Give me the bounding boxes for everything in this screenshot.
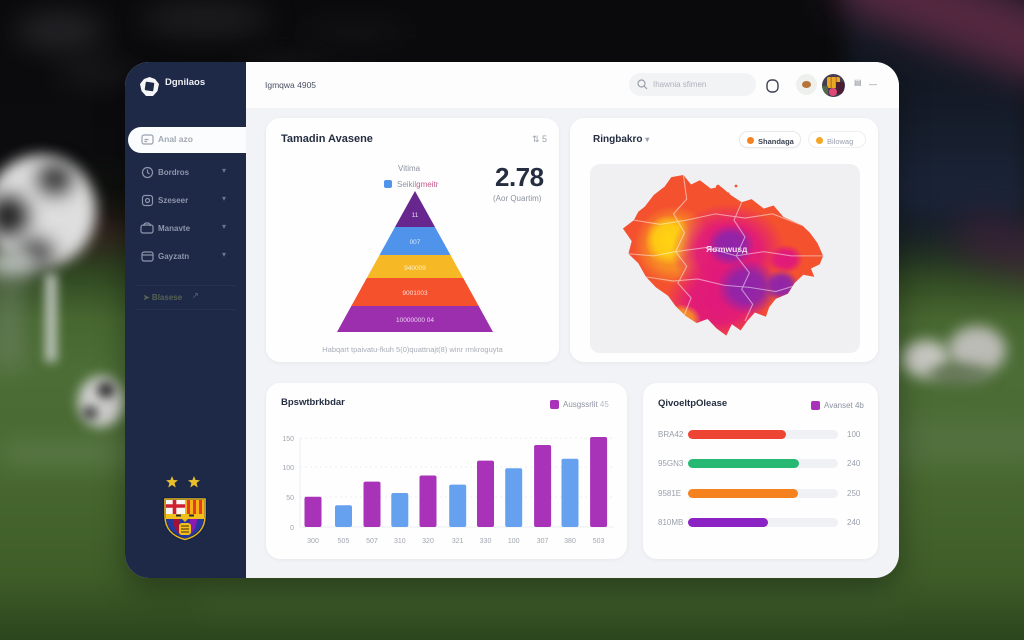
svg-text:503: 503 (593, 538, 605, 545)
svg-text:307: 307 (537, 538, 549, 545)
svg-text:100: 100 (508, 538, 520, 545)
svg-text:380: 380 (564, 538, 576, 545)
svg-text:507: 507 (366, 538, 378, 545)
svg-text:10000000 04: 10000000 04 (396, 317, 434, 324)
svg-text:100: 100 (282, 465, 294, 472)
svg-text:310: 310 (394, 538, 406, 545)
svg-text:50: 50 (286, 495, 294, 502)
svg-text:505: 505 (338, 538, 350, 545)
svg-text:330: 330 (480, 538, 492, 545)
svg-text:9001003: 9001003 (402, 290, 428, 297)
svg-text:11: 11 (412, 212, 419, 219)
svg-text:321: 321 (452, 538, 464, 545)
svg-text:300: 300 (307, 538, 319, 545)
svg-text:0: 0 (290, 525, 294, 532)
svg-text:320: 320 (422, 538, 434, 545)
svg-text:007: 007 (410, 239, 421, 246)
svg-text:940009: 940009 (404, 265, 426, 272)
svg-text:150: 150 (282, 436, 294, 443)
svg-text:Яσmwusд: Яσmwusд (706, 244, 748, 254)
